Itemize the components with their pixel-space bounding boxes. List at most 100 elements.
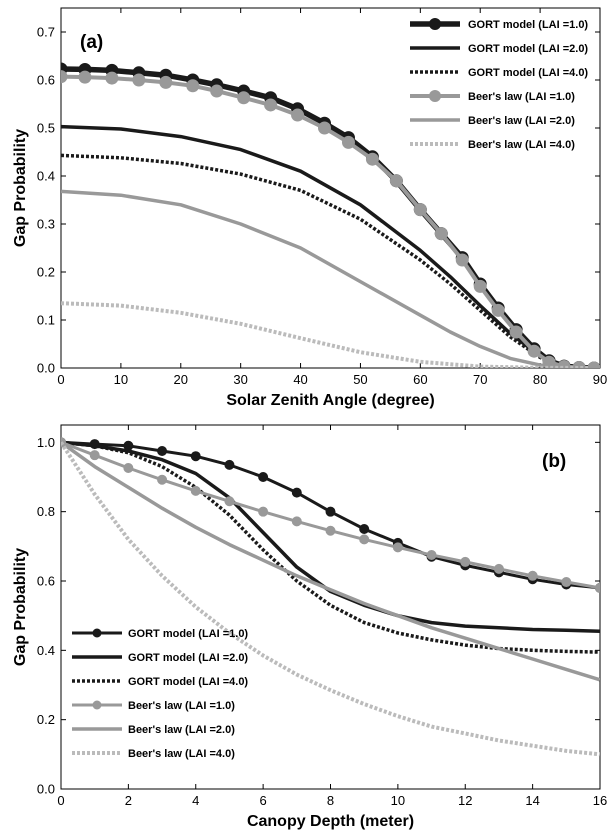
- x-tick-label: 4: [192, 793, 199, 808]
- x-tick-label: 50: [353, 372, 367, 387]
- data-point: [392, 542, 403, 553]
- legend-marker: [92, 700, 102, 710]
- data-point: [561, 577, 572, 588]
- data-point: [190, 485, 201, 496]
- x-tick-label: 12: [458, 793, 472, 808]
- panel-label: (b): [542, 451, 566, 472]
- legend: GORT model (LAI =1.0) GORT model (LAI =2.…: [72, 628, 248, 760]
- series-line-6: [61, 301, 589, 368]
- legend: GORT model (LAI =1.0) GORT model (LAI =2.…: [410, 18, 588, 151]
- data-point: [157, 474, 168, 485]
- data-point: [89, 450, 100, 461]
- data-point: [224, 496, 235, 507]
- data-point: [123, 462, 134, 473]
- data-point: [210, 84, 224, 98]
- legend-marker: [429, 18, 441, 30]
- legend-label: Beer's law (LAI =4.0): [468, 139, 575, 151]
- series-line-5: [61, 189, 589, 368]
- y-axis-title: Gap Probability: [12, 548, 29, 666]
- legend-label: Beer's law (LAI =2.0): [468, 115, 575, 127]
- x-tick-label: 20: [174, 372, 188, 387]
- legend-marker: [429, 90, 441, 102]
- y-tick-label: 0.2: [37, 265, 55, 280]
- data-point: [190, 451, 201, 462]
- x-tick-label: 30: [233, 372, 247, 387]
- data-point: [224, 459, 235, 470]
- x-tick-label: 10: [391, 793, 405, 808]
- legend-marker: [92, 628, 102, 638]
- y-tick-label: 0.3: [37, 217, 55, 232]
- legend-label: Beer's law (LAI =4.0): [128, 748, 235, 760]
- y-tick-label: 0.0: [37, 782, 55, 797]
- data-point: [527, 570, 538, 581]
- y-tick-label: 0.8: [37, 504, 55, 519]
- x-tick-label: 80: [533, 372, 547, 387]
- series-layer: [61, 62, 600, 368]
- legend-label: Beer's law (LAI =2.0): [128, 724, 235, 736]
- x-tick-label: 90: [593, 372, 607, 387]
- data-point: [595, 582, 600, 593]
- series-layer: [61, 437, 600, 757]
- x-tick-label: 60: [413, 372, 427, 387]
- legend-label: Beer's law (LAI =1.0): [468, 91, 575, 103]
- data-point: [291, 487, 302, 498]
- data-point: [359, 534, 370, 545]
- x-tick-label: 2: [125, 793, 132, 808]
- y-tick-label: 0.1: [37, 313, 55, 328]
- data-point: [341, 135, 355, 149]
- x-tick-label: 40: [293, 372, 307, 387]
- data-point: [491, 303, 505, 317]
- data-point: [258, 506, 269, 517]
- data-point: [186, 79, 200, 93]
- x-tick-label: 70: [473, 372, 487, 387]
- data-point: [78, 70, 92, 84]
- data-point: [258, 472, 269, 482]
- y-tick-label: 0.5: [37, 121, 55, 136]
- data-point: [509, 325, 523, 339]
- plot-frame: [60, 424, 601, 790]
- x-tick-label: 8: [327, 793, 334, 808]
- data-point: [132, 73, 146, 87]
- data-point: [325, 525, 336, 536]
- data-point: [455, 253, 469, 267]
- x-tick-label: 14: [525, 793, 539, 808]
- y-tick-label: 0.6: [37, 574, 55, 589]
- data-point: [434, 227, 448, 241]
- data-point: [159, 75, 173, 89]
- legend-label: GORT model (LAI =4.0): [468, 67, 588, 79]
- y-tick-label: 0.7: [37, 25, 55, 40]
- data-point: [365, 152, 379, 166]
- y-tick-label: 0.6: [37, 73, 55, 88]
- data-point: [426, 550, 437, 560]
- data-point: [473, 279, 487, 293]
- data-point: [359, 524, 370, 534]
- data-point: [291, 108, 305, 122]
- y-axis-title: Gap Probability: [12, 129, 29, 247]
- x-axis-title: Solar Zenith Angle (degree): [226, 392, 434, 409]
- series-line-5: [61, 440, 600, 682]
- y-tick-label: 0.0: [37, 361, 55, 376]
- chart-panel-a: 0 10 20 30 40 50 60 70 80 90 0.0 0.1 0.2 0.3 0.4 0.5 0.6…: [12, 7, 607, 409]
- data-point: [389, 174, 403, 188]
- x-tick-label: 6: [260, 793, 267, 808]
- legend-label: GORT model (LAI =2.0): [468, 43, 588, 55]
- data-point: [493, 563, 504, 574]
- data-point: [105, 71, 119, 85]
- data-point: [325, 506, 336, 517]
- data-point: [264, 98, 278, 112]
- data-point: [61, 70, 68, 84]
- y-tick-label: 0.2: [37, 712, 55, 727]
- x-tick-label: 16: [593, 793, 607, 808]
- x-tick-label: 10: [114, 372, 128, 387]
- panel-label: (a): [80, 32, 103, 53]
- x-tick-label: 0: [57, 793, 64, 808]
- chart-panel-b: 0 2 4 6 8 10 12 14 16 0.0 0.2 0.4 0.6 0.8 1.0 Canopy De…: [12, 424, 607, 830]
- legend-label: GORT model (LAI =2.0): [128, 652, 248, 664]
- data-point: [587, 361, 600, 368]
- legend-label: GORT model (LAI =4.0): [128, 676, 248, 688]
- x-axis-title: Canopy Depth (meter): [247, 813, 414, 830]
- y-tick-label: 1.0: [37, 435, 55, 450]
- y-tick-label: 0.4: [37, 643, 55, 658]
- series-line-3: [61, 440, 600, 654]
